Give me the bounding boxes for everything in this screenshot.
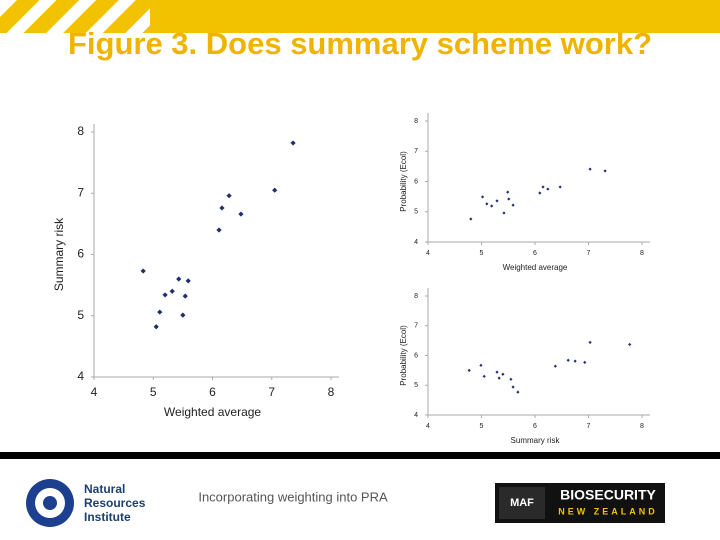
logo-text: Resources bbox=[84, 496, 146, 510]
point bbox=[157, 309, 163, 315]
point bbox=[495, 370, 499, 374]
x-tick-label: 7 bbox=[587, 250, 591, 257]
point bbox=[502, 211, 506, 215]
logo-text: BIOSECURITY bbox=[560, 487, 656, 503]
point bbox=[516, 390, 520, 394]
y-tick-label: 7 bbox=[414, 148, 418, 155]
point bbox=[588, 340, 592, 345]
point bbox=[566, 358, 570, 362]
point bbox=[467, 368, 471, 372]
x-tick-label: 8 bbox=[640, 423, 644, 430]
logo-text: Natural bbox=[84, 482, 125, 496]
point bbox=[497, 376, 501, 380]
y-tick-label: 7 bbox=[414, 323, 418, 330]
y-tick-label: 6 bbox=[414, 352, 418, 359]
x-tick-label: 4 bbox=[426, 423, 430, 430]
x-tick-label: 4 bbox=[426, 250, 430, 257]
x-tick-label: 6 bbox=[533, 250, 537, 257]
point bbox=[153, 324, 159, 330]
point bbox=[538, 191, 542, 195]
x-tick-label: 5 bbox=[150, 385, 157, 399]
point bbox=[507, 197, 511, 201]
x-axis-label: Weighted average bbox=[164, 405, 262, 419]
x-axis-label: Weighted average bbox=[503, 263, 568, 272]
point bbox=[583, 360, 587, 364]
point bbox=[176, 276, 182, 282]
point bbox=[501, 372, 505, 376]
point bbox=[553, 364, 557, 368]
x-tick-label: 6 bbox=[209, 385, 216, 399]
y-tick-label: 5 bbox=[77, 308, 84, 322]
point bbox=[219, 205, 225, 211]
y-axis-label: Probability (Ecol) bbox=[399, 151, 408, 212]
slide-title: Figure 3. Does summary scheme work? bbox=[67, 26, 653, 61]
point bbox=[573, 359, 577, 363]
y-tick-label: 5 bbox=[414, 209, 418, 216]
x-tick-label: 6 bbox=[533, 423, 537, 430]
point bbox=[546, 187, 550, 191]
x-tick-label: 8 bbox=[640, 250, 644, 257]
point bbox=[162, 292, 168, 298]
point bbox=[140, 268, 146, 274]
logo-text: MAF bbox=[510, 497, 534, 509]
y-tick-label: 6 bbox=[77, 247, 84, 261]
point bbox=[272, 187, 278, 193]
y-tick-label: 5 bbox=[414, 382, 418, 389]
point bbox=[509, 377, 513, 381]
point bbox=[479, 363, 483, 367]
point bbox=[216, 227, 222, 233]
point bbox=[511, 203, 515, 207]
point bbox=[495, 199, 499, 203]
top-band bbox=[150, 0, 720, 33]
y-tick-label: 4 bbox=[414, 239, 418, 246]
point bbox=[628, 342, 632, 347]
point bbox=[238, 211, 244, 217]
point bbox=[482, 374, 486, 378]
logo-text: NEW ZEALAND bbox=[558, 506, 658, 516]
x-tick-label: 4 bbox=[91, 385, 98, 399]
y-tick-label: 7 bbox=[77, 185, 84, 199]
point bbox=[290, 140, 296, 146]
x-tick-label: 5 bbox=[480, 250, 484, 257]
point bbox=[480, 195, 485, 199]
biosecurity-logo: MAF BIOSECURITY NEW ZEALAND bbox=[495, 483, 665, 523]
y-tick-label: 4 bbox=[77, 369, 84, 383]
point bbox=[180, 312, 186, 318]
point bbox=[485, 202, 489, 206]
point bbox=[182, 293, 188, 299]
point bbox=[603, 169, 607, 173]
footer-bar bbox=[0, 452, 720, 459]
point bbox=[490, 204, 494, 208]
point bbox=[169, 288, 175, 294]
point bbox=[506, 190, 510, 194]
point bbox=[541, 185, 545, 189]
y-tick-label: 8 bbox=[414, 293, 418, 300]
point bbox=[226, 193, 232, 199]
y-tick-label: 4 bbox=[414, 412, 418, 419]
point bbox=[469, 217, 473, 221]
logo-text: Institute bbox=[84, 510, 131, 524]
x-tick-label: 8 bbox=[328, 385, 335, 399]
stripe-band bbox=[0, 0, 150, 33]
point bbox=[511, 385, 515, 389]
y-axis-label: Summary risk bbox=[52, 217, 66, 291]
x-tick-label: 5 bbox=[480, 423, 484, 430]
y-tick-label: 6 bbox=[414, 178, 418, 185]
nri-logo: Natural Resources Institute bbox=[26, 479, 146, 527]
y-tick-label: 8 bbox=[414, 118, 418, 125]
x-axis-label: Summary risk bbox=[511, 436, 561, 445]
point bbox=[185, 278, 191, 284]
x-tick-label: 7 bbox=[268, 385, 275, 399]
footer-text: Incorporating weighting into PRA bbox=[198, 489, 388, 504]
y-axis-label: Probability (Ecol) bbox=[399, 325, 408, 386]
point bbox=[588, 167, 592, 171]
x-tick-label: 7 bbox=[587, 423, 591, 430]
point bbox=[558, 185, 562, 189]
y-tick-label: 8 bbox=[77, 124, 84, 138]
